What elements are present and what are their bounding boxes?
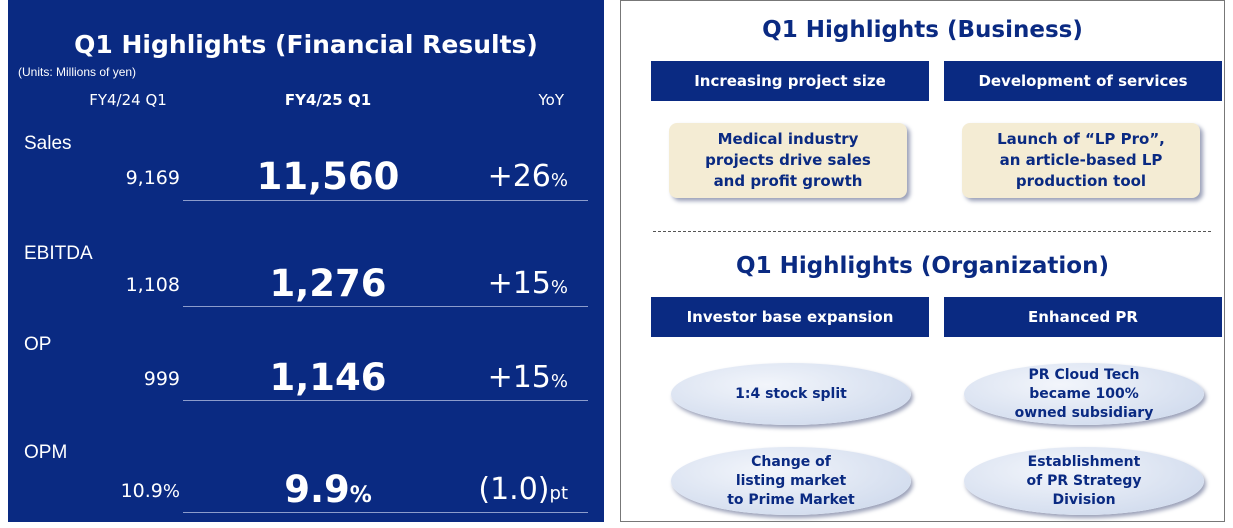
panel-title: Q1 Highlights (Organization)	[736, 253, 1109, 279]
item-line: listing market	[735, 472, 847, 489]
section-header: Investor base expansion	[651, 297, 929, 337]
item-line: of PR Strategy	[1026, 472, 1142, 489]
column-header: FY4/25 Q1	[284, 91, 372, 109]
item-line: Launch of “LP Pro”,	[997, 130, 1165, 148]
highlight-item: 1:4 stock split	[671, 363, 911, 425]
item-line: 1:4 stock split	[735, 385, 847, 402]
row-label: Sales	[24, 133, 72, 154]
value-unit: %	[349, 483, 372, 508]
row-rule	[183, 200, 588, 201]
prev-value: 999	[144, 368, 180, 390]
value-number: 10.9	[120, 480, 163, 502]
row-label: OPM	[24, 442, 68, 463]
column-header: FY4/24 Q1	[89, 91, 167, 109]
row-label: EBITDA	[24, 243, 93, 264]
value-number: 1,276	[269, 262, 387, 305]
financial-panel: Q1 Highlights (Financial Results) (Units…	[8, 0, 604, 522]
highlight-item: Medical industry projects drive sales and …	[669, 123, 907, 198]
value-number: 1,108	[125, 274, 180, 296]
item-line: Division	[1052, 491, 1116, 508]
section-header: Enhanced PR	[944, 297, 1222, 337]
item-line: production tool	[1015, 172, 1147, 190]
item-line: to Prime Market	[727, 491, 855, 508]
section-header: Increasing project size	[651, 61, 929, 101]
value-number: 999	[143, 368, 180, 390]
panel-title: Q1 Highlights (Business)	[762, 17, 1083, 43]
value-number: 9.9	[284, 468, 350, 511]
yoy-value: +15%	[488, 266, 568, 301]
item-line: an article-based LP	[999, 151, 1163, 169]
value-number: 9,169	[125, 167, 180, 189]
row-rule	[183, 400, 588, 401]
item-line: Establishment	[1027, 453, 1141, 470]
yoy-value: +26%	[488, 159, 568, 194]
item-line: projects drive sales	[705, 151, 871, 169]
section-header: Development of services	[944, 61, 1222, 101]
value-number: 1,146	[269, 356, 387, 399]
value-number: +26	[487, 159, 551, 194]
highlight-item: PR Cloud Tech became 100% owned subsidiary	[964, 363, 1204, 425]
panel-title: Q1 Highlights (Financial Results)	[74, 30, 538, 59]
divider	[653, 231, 1211, 232]
column-header: YoY	[538, 91, 564, 109]
curr-value: 1,146	[218, 356, 438, 399]
value-unit: %	[550, 277, 568, 298]
item-line: PR Cloud Tech	[1028, 366, 1140, 383]
row-rule	[183, 512, 588, 513]
value-number: (1.0)	[478, 472, 550, 507]
prev-value: 9,169	[126, 167, 180, 189]
item-line: Medical industry	[717, 130, 859, 148]
value-number: +15	[487, 360, 551, 395]
value-unit: %	[162, 481, 180, 502]
value-number: +15	[487, 266, 551, 301]
item-line: and profit growth	[713, 172, 863, 190]
value-unit: pt	[549, 483, 568, 504]
item-line: owned subsidiary	[1014, 404, 1154, 421]
row-label: OP	[24, 334, 52, 355]
yoy-value: +15%	[488, 360, 568, 395]
curr-value: 9.9%	[218, 468, 438, 511]
value-number: 11,560	[256, 155, 400, 198]
highlights-panel: Q1 Highlights (Business) Q1 Highlights (…	[620, 0, 1225, 522]
units-note: (Units: Millions of yen)	[18, 65, 137, 79]
item-line: became 100%	[1029, 385, 1139, 402]
curr-value: 1,276	[218, 262, 438, 305]
value-unit: %	[550, 170, 568, 191]
value-unit: %	[550, 371, 568, 392]
highlight-item: Change of listing market to Prime Market	[671, 447, 911, 515]
curr-value: 11,560	[218, 155, 438, 198]
yoy-value: (1.0)pt	[478, 472, 568, 507]
row-rule	[183, 306, 588, 307]
item-line: Change of	[751, 453, 831, 470]
prev-value: 10.9%	[121, 480, 180, 502]
highlight-item: Establishment of PR Strategy Division	[964, 447, 1204, 515]
highlight-item: Launch of “LP Pro”, an article-based LP pr…	[962, 123, 1200, 198]
prev-value: 1,108	[126, 274, 180, 296]
